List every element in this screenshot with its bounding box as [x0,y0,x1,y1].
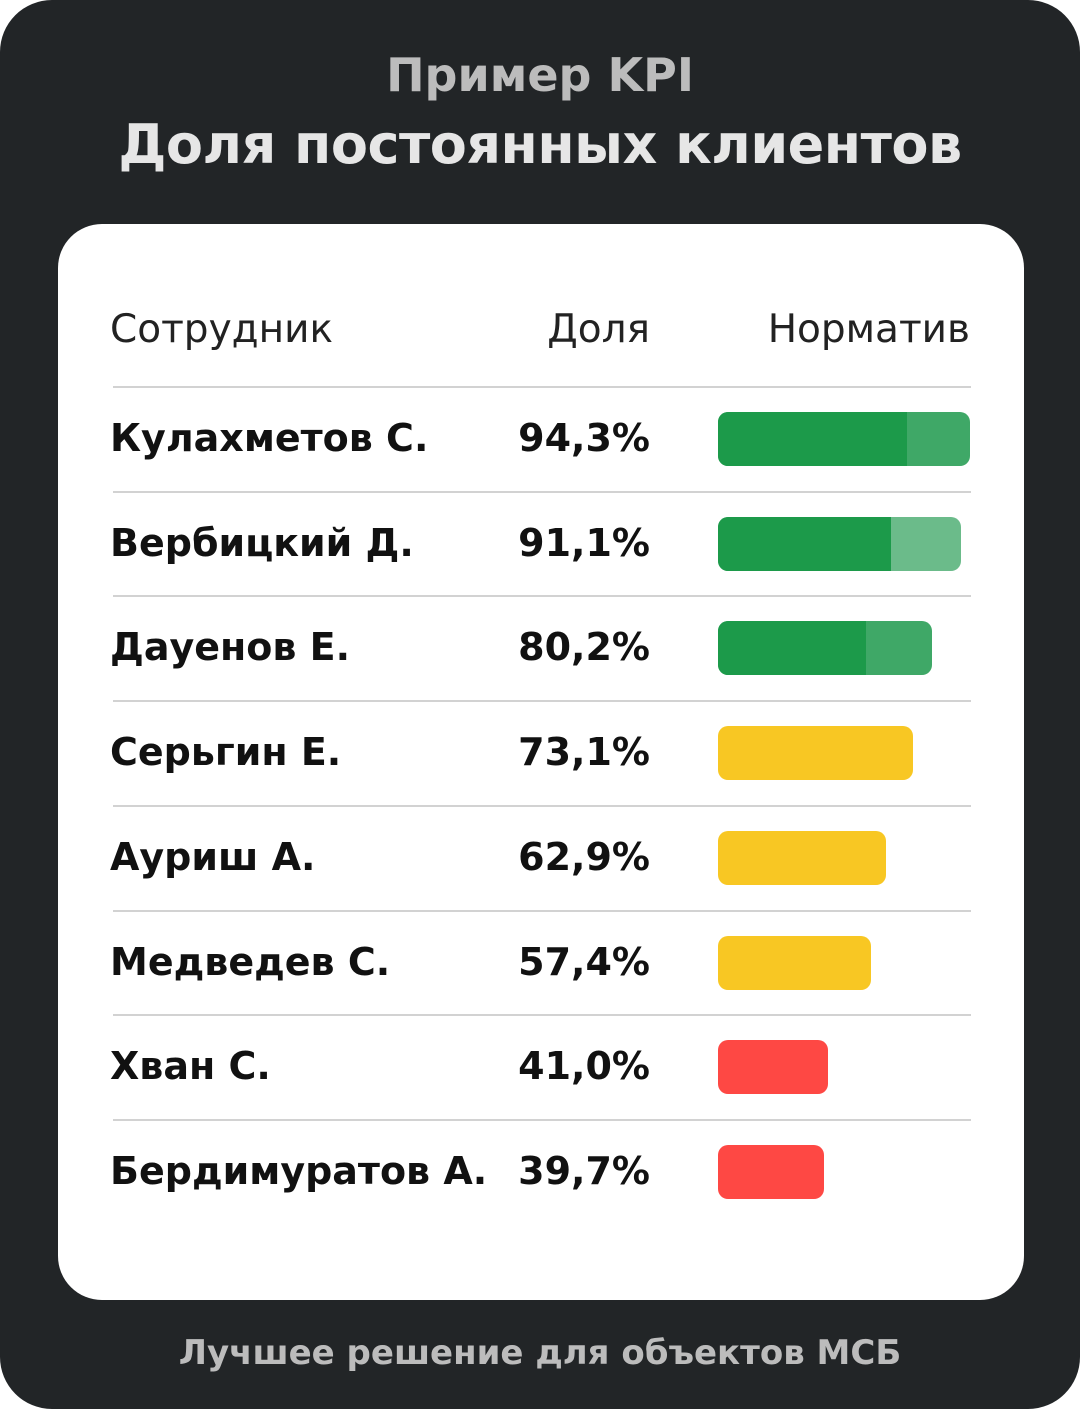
employee-name: Кулахметов С. [110,416,429,460]
share-value: 39,7% [518,1148,650,1193]
column-header-employee: Сотрудник [110,307,334,352]
norm-bar-fill [718,516,891,571]
norm-bar [718,621,932,676]
employee-name: Ауриш А. [110,834,316,879]
table-row: Кулахметов С. 94,3% [58,386,1024,490]
row-divider [113,1118,971,1121]
employee-name: Бердимуратов А. [110,1148,488,1193]
table-row: Дауенов Е. 80,2% [58,595,1024,699]
share-value: 94,3% [518,416,650,460]
share-value: 62,9% [518,834,650,879]
norm-bar-fill [718,621,866,676]
table-row: Ауриш А. 62,9% [58,805,1024,909]
footer-tagline: Лучшее решение для объектов МСБ [178,1333,902,1373]
share-value: 91,1% [518,520,650,565]
norm-bar [718,1040,828,1095]
row-divider [113,909,971,912]
row-divider [113,700,971,703]
row-divider [113,490,971,493]
employee-name: Серьгин Е. [110,730,342,775]
share-value: 41,0% [518,1044,650,1089]
employee-name: Хван С. [110,1044,271,1089]
column-header-share: Доля [547,307,650,352]
share-value: 80,2% [518,625,650,670]
norm-bar [718,935,871,990]
table-row: Вербицкий Д. 91,1% [58,491,1024,595]
employee-name: Медведев С. [110,939,391,984]
norm-bar-fill [718,412,907,466]
employee-name: Дауенов Е. [110,625,351,670]
share-value: 73,1% [518,730,650,775]
row-divider [113,804,971,807]
table-row: Хван С. 41,0% [58,1014,1024,1118]
norm-bar [718,726,913,781]
norm-bar [718,516,961,571]
kpi-table-card: Сотрудник Доля Норматив Кулахметов С. 94,… [58,224,1024,1300]
row-divider [113,386,971,388]
row-divider [113,1014,971,1017]
norm-bar [718,412,970,466]
table-row: Медведев С. 57,4% [58,910,1024,1014]
table-row: Бердимуратов А. 39,7% [58,1119,1024,1223]
norm-bar [718,1144,824,1199]
share-value: 57,4% [518,939,650,984]
employee-name: Вербицкий Д. [110,520,414,565]
row-divider [113,595,971,598]
table-row: Серьгин Е. 73,1% [58,700,1024,804]
norm-bar [718,830,886,885]
page-subtitle: Доля постоянных клиентов [118,113,962,176]
page-title: Пример KPI [386,48,694,102]
column-header-norm: Норматив [767,307,970,352]
